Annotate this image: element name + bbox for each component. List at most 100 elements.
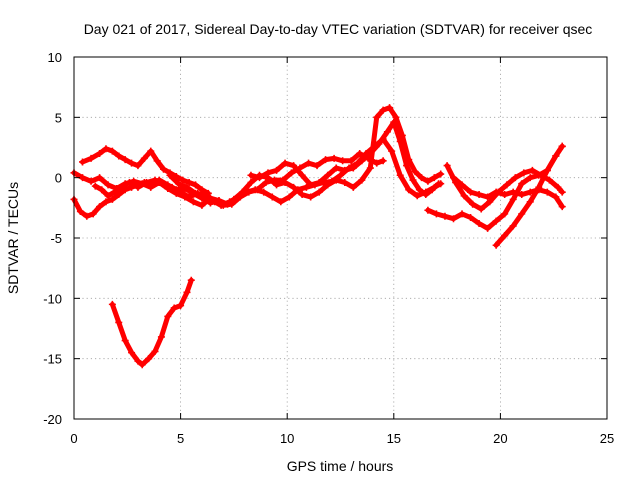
data-point [518,180,526,188]
data-point [418,174,426,182]
data-point [307,193,315,201]
data-point [379,157,387,165]
data-point [285,193,293,201]
data-point [492,241,500,249]
data-point [545,176,553,184]
data-point [264,174,272,182]
x-tick-label: 20 [493,431,507,446]
data-point [298,171,306,179]
data-point [467,213,475,221]
data-point [145,355,153,363]
x-tick-label: 15 [387,431,401,446]
data-point [108,195,116,203]
data-point [134,357,142,365]
data-point [449,215,457,223]
data-point [76,207,84,215]
data-point [501,232,509,240]
data-point [528,166,536,174]
data-point [298,191,306,199]
data-point [386,104,394,112]
data-point [422,191,430,199]
data-point [155,178,163,186]
data-point [405,186,413,194]
data-point [373,113,381,121]
data-point [255,171,263,179]
data-point [281,178,289,186]
data-point [281,159,289,167]
data-point [554,183,562,191]
data-point [366,164,374,172]
data-point [520,169,528,177]
data-point [170,304,178,312]
data-point [477,205,485,213]
data-point [166,171,174,179]
data-series-group [70,104,566,369]
data-point [392,113,400,121]
data-point [503,181,511,189]
data-point [443,162,451,170]
data-point [151,347,159,355]
x-tick-label: 10 [280,431,294,446]
data-point [121,180,129,188]
data-point [128,159,136,167]
data-point [251,186,259,194]
x-tick-label: 0 [70,431,77,446]
data-point [189,198,197,206]
data-point [138,180,146,188]
data-point [356,150,364,158]
data-point [543,188,551,196]
data-point [430,174,438,182]
data-point [388,147,396,155]
data-point [535,183,543,191]
data-point [102,198,110,206]
data-point [441,212,449,220]
data-point [375,140,383,148]
data-point [226,198,234,206]
data-point [172,189,180,197]
data-point [164,185,172,193]
data-point [526,198,534,206]
data-point [134,162,142,170]
data-point [287,169,295,177]
data-point [341,178,349,186]
data-point [128,349,136,357]
data-point [492,188,500,196]
data-point [115,152,123,160]
data-point [179,176,187,184]
data-point [108,147,116,155]
data-point [104,192,112,200]
data-point [305,159,313,167]
data-point [373,159,381,167]
data-point [198,201,206,209]
data-point [115,318,123,326]
data-point [307,181,315,189]
data-point [518,210,526,218]
data-point [484,224,492,232]
data-point [379,106,387,114]
y-tick-label: -20 [43,412,62,427]
data-point [91,182,99,190]
data-point [183,183,191,191]
data-point [428,186,436,194]
data-point [104,181,112,189]
data-point [458,181,466,189]
data-point [518,191,526,199]
data-point [185,178,193,186]
data-point [332,176,340,184]
data-point [409,176,417,184]
data-point [87,177,95,185]
x-axis-label: GPS time / hours [287,458,394,474]
data-point [332,164,340,172]
data-point [238,188,246,196]
y-tick-label: 10 [48,50,62,65]
y-tick-label: 5 [55,110,62,125]
data-point [138,361,146,369]
data-point [509,188,517,196]
data-point [552,193,560,201]
data-point [411,168,419,176]
data-point [290,183,298,191]
data-point [315,188,323,196]
data-point [108,300,116,308]
data-point [277,198,285,206]
data-point [164,312,172,320]
